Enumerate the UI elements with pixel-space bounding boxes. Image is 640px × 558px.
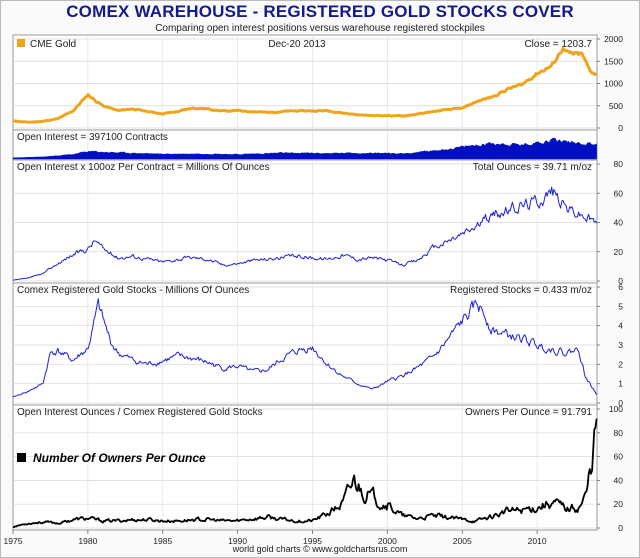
open-interest-label: Open Interest = 397100 Contracts	[17, 132, 168, 143]
y-tick-label: 0	[618, 276, 623, 286]
y-tick-label: 80	[614, 159, 624, 169]
y-tick-label: 2	[618, 359, 623, 369]
y-tick-label: 20	[614, 247, 624, 257]
y-tick-label: 3	[618, 340, 623, 350]
panel-frame	[12, 404, 598, 531]
y-tick-label: 6	[618, 282, 623, 292]
y-tick-label: 20	[614, 499, 624, 509]
y-tick-label: 80	[614, 428, 624, 438]
y-tick-label: 1	[618, 379, 623, 389]
text-layer: CME Gold Dec-20 2013 Close = 1203.7 Open…	[17, 39, 592, 554]
series-line-4	[12, 418, 598, 528]
y-tick-label: 4	[618, 321, 623, 331]
footer-credit: world gold charts © www.goldchartsrus.co…	[232, 544, 408, 554]
x-tick-label: 1980	[78, 536, 97, 546]
panels-layer: 0500100015002000020406080012345602040608…	[4, 34, 624, 546]
y-tick-label: 1500	[604, 56, 623, 66]
y-tick-label: 0	[618, 123, 623, 133]
owners-ratio-title: Open Interest Ounces / Comex Registered …	[17, 407, 263, 418]
date-label: Dec-20 2013	[268, 39, 326, 50]
y-tick-label: 0	[618, 523, 623, 533]
gold-legend-label: CME Gold	[30, 39, 76, 50]
x-tick-label: 2005	[453, 536, 472, 546]
x-tick-label: 2000	[378, 536, 397, 546]
x-tick-label: 1990	[228, 536, 247, 546]
y-tick-label: 500	[609, 101, 623, 111]
gold-close-label: Close = 1203.7	[524, 39, 592, 50]
panel-frame	[12, 159, 598, 284]
x-tick-label: 1985	[153, 536, 172, 546]
panel-frame	[12, 34, 598, 131]
y-tick-label: 0	[618, 398, 623, 408]
panel-frame	[12, 282, 598, 406]
chart-title: COMEX WAREHOUSE - REGISTERED GOLD STOCKS…	[66, 2, 574, 21]
y-tick-label: 60	[614, 188, 624, 198]
series-line-0	[12, 46, 598, 124]
y-tick-label: 5	[618, 301, 623, 311]
y-tick-label: 60	[614, 452, 624, 462]
owners-legend-swatch	[17, 453, 26, 462]
owners-per-ounce-label: Owners Per Ounce = 91.791	[465, 407, 592, 418]
owners-legend-label: Number Of Owners Per Ounce	[33, 451, 206, 465]
y-tick-label: 1000	[604, 79, 623, 89]
chart-subtitle: Comparing open interest positions versus…	[155, 23, 485, 34]
open-interest-area	[12, 137, 597, 160]
y-tick-label: 2000	[604, 34, 623, 44]
y-tick-label: 40	[614, 475, 624, 485]
y-tick-label: 40	[614, 218, 624, 228]
series-line-3	[12, 298, 598, 398]
x-tick-label: 1995	[303, 536, 322, 546]
series-line-2	[12, 186, 598, 281]
total-ounces-label: Total Ounces = 39.71 m/oz	[473, 162, 592, 173]
gold-legend-swatch	[17, 39, 25, 47]
y-tick-label: 100	[609, 404, 623, 414]
registered-stocks-title: Comex Registered Gold Stocks - Millions …	[17, 285, 249, 296]
oi-ounces-label: Open Interest x 100oz Per Contract = Mil…	[17, 162, 270, 173]
x-tick-label: 2010	[528, 536, 547, 546]
registered-stocks-label: Registered Stocks = 0.433 m/oz	[450, 285, 592, 296]
x-tick-label: 1975	[4, 536, 23, 546]
